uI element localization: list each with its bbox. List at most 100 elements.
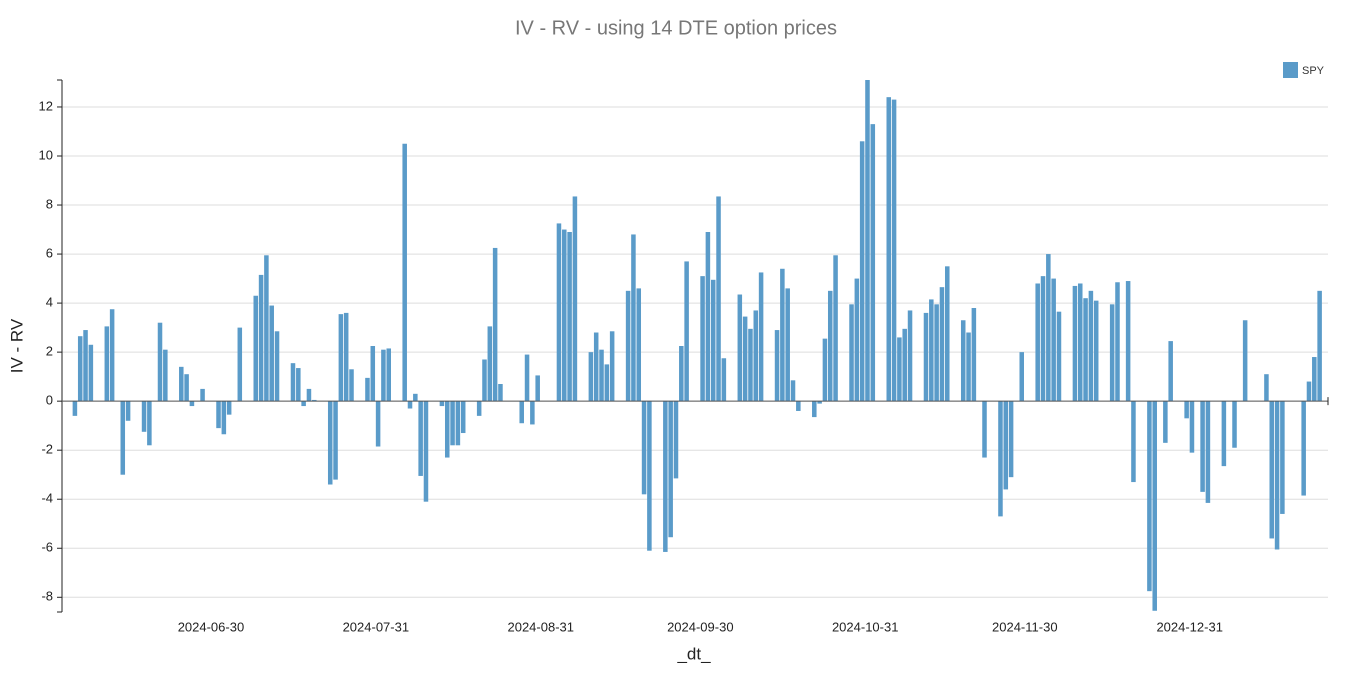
x-tick-label: 2024-11-30: [992, 619, 1058, 634]
bar: [1221, 401, 1227, 467]
bar: [897, 337, 902, 402]
bar: [402, 143, 407, 402]
bar: [1269, 401, 1275, 539]
x-tick-label: 2024-07-31: [343, 619, 410, 634]
y-tick-label: -8: [41, 589, 53, 604]
bar: [588, 352, 594, 402]
bar: [636, 288, 642, 402]
bar: [1072, 285, 1078, 402]
bar: [365, 377, 370, 402]
bar: [923, 312, 929, 402]
bar: [407, 401, 413, 409]
bar: [865, 80, 870, 402]
bar: [157, 322, 163, 402]
bar: [200, 388, 205, 402]
bar: [258, 274, 264, 402]
bar: [120, 401, 126, 475]
bar: [375, 401, 381, 447]
bar: [444, 401, 450, 458]
bar: [1317, 290, 1322, 402]
bar: [1147, 401, 1152, 592]
bar: [1301, 401, 1306, 496]
bar: [1232, 401, 1237, 448]
bar: [1189, 401, 1195, 453]
bar: [1205, 401, 1211, 503]
bar: [817, 401, 822, 404]
bar: [333, 401, 338, 480]
bar: [679, 346, 684, 402]
bar: [147, 401, 152, 446]
bar: [982, 401, 987, 458]
bar: [737, 294, 743, 402]
x-tick-label: 2024-08-31: [507, 619, 574, 634]
bar: [487, 326, 493, 402]
bar: [418, 401, 423, 476]
legend-swatch: [1283, 62, 1298, 78]
bar: [716, 196, 721, 402]
bar: [780, 268, 785, 402]
bar: [296, 368, 301, 402]
bar: [349, 369, 354, 402]
y-axis-label: IV - RV: [7, 318, 26, 373]
bar: [1125, 281, 1131, 402]
bar: [929, 299, 934, 402]
bar: [684, 261, 689, 402]
bar: [439, 401, 445, 407]
bar: [556, 223, 562, 402]
bar: [971, 308, 977, 402]
y-tick-label: 0: [46, 393, 53, 408]
chart-title: IV - RV - using 14 DTE option prices: [515, 17, 837, 39]
bar: [721, 358, 727, 402]
bar: [748, 328, 753, 402]
bar: [1019, 352, 1025, 402]
bar: [492, 247, 498, 402]
y-tick-label: 2: [46, 344, 53, 359]
bar: [742, 316, 748, 402]
x-axis-label: _dt_: [676, 644, 711, 663]
bar: [1035, 283, 1040, 402]
bar: [641, 401, 647, 495]
bar: [758, 272, 764, 402]
bar: [338, 314, 344, 402]
bar: [386, 348, 392, 402]
bar: [647, 401, 652, 551]
bar: [870, 124, 876, 402]
bar: [77, 336, 83, 402]
x-tick-label: 2024-10-31: [832, 619, 899, 634]
bar: [274, 331, 280, 402]
bar: [1152, 401, 1157, 611]
bar: [1056, 311, 1062, 402]
bar: [609, 331, 615, 402]
bar: [1200, 401, 1205, 492]
bar: [163, 349, 168, 402]
bar: [141, 401, 147, 432]
bar: [450, 401, 455, 446]
bar: [413, 393, 418, 402]
bar: [1051, 278, 1056, 402]
bar: [827, 290, 833, 402]
bar: [705, 232, 711, 402]
bar: [567, 232, 572, 402]
bar: [1046, 254, 1051, 402]
bar-series: [72, 80, 1322, 611]
bar: [854, 278, 860, 402]
bar: [939, 287, 945, 402]
bar: [189, 401, 195, 407]
bar: [455, 401, 461, 446]
bar: [966, 332, 971, 402]
bar: [604, 364, 610, 402]
bar: [530, 401, 535, 425]
bar: [1115, 282, 1120, 402]
bar: [572, 196, 578, 402]
y-tick-label: -4: [41, 491, 53, 506]
bar: [370, 346, 376, 402]
bar: [216, 401, 221, 429]
x-tick-label: 2024-09-30: [667, 619, 734, 634]
bar: [1083, 298, 1088, 402]
bar: [1077, 283, 1083, 402]
bar: [184, 374, 189, 402]
bar: [1184, 401, 1189, 419]
bar: [1040, 276, 1046, 402]
bar: [1131, 401, 1136, 483]
